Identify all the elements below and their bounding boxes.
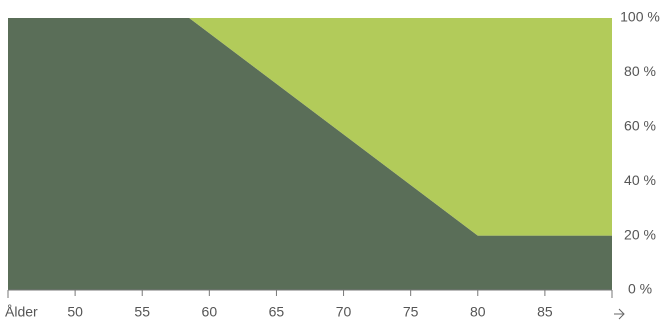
x-tick-label: 85 [537, 304, 553, 320]
x-axis-label: Ålder [5, 304, 38, 320]
y-tick-label: 100 % [620, 9, 660, 25]
x-tick-label: 60 [202, 304, 218, 320]
y-tick-label: 0 % [628, 281, 652, 297]
x-tick-label: 65 [269, 304, 285, 320]
axis-arrow [614, 308, 625, 320]
x-tick-label: 70 [336, 304, 352, 320]
y-tick-label: 40 % [624, 172, 656, 188]
x-tick-label: 50 [67, 304, 83, 320]
y-tick-label: 20 % [624, 226, 656, 242]
y-tick-label: 80 % [624, 63, 656, 79]
area [8, 18, 612, 290]
x-tick-label: 80 [470, 304, 486, 320]
area [8, 18, 612, 236]
x-tick-label: 75 [403, 304, 419, 320]
x-tick-label: 55 [134, 304, 150, 320]
y-tick-label: 60 % [624, 118, 656, 134]
